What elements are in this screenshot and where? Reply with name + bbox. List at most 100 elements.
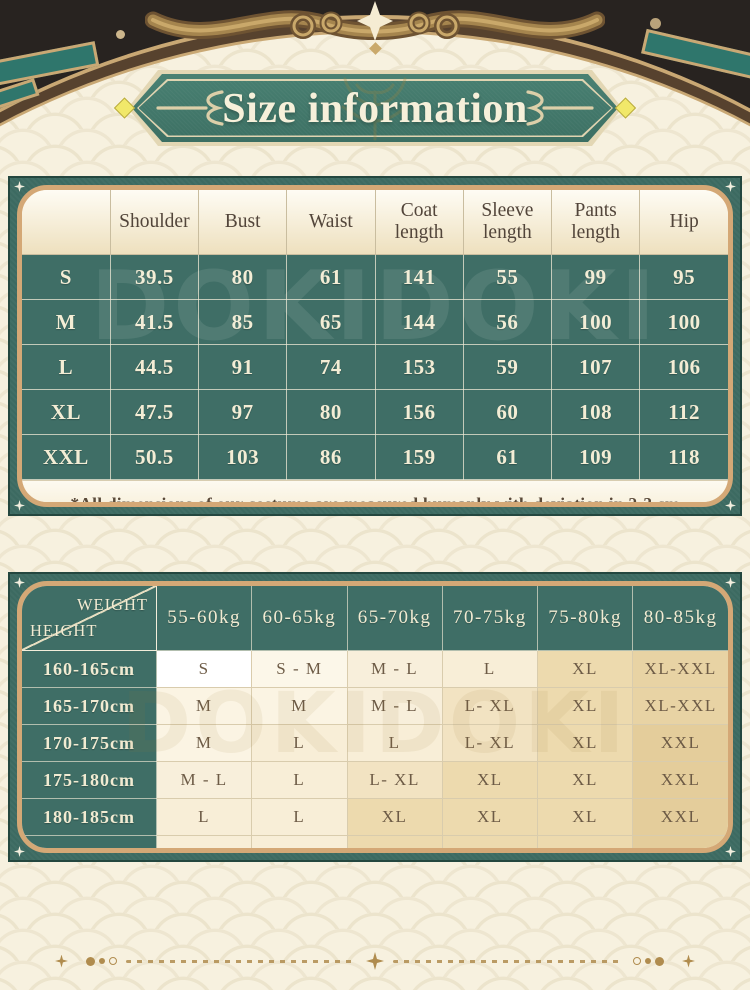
sparkle-icon xyxy=(725,500,736,511)
measurement-cell: 91 xyxy=(197,344,288,390)
measurement-cell: 59 xyxy=(462,344,553,390)
fit-size-cell: XL xyxy=(536,835,634,848)
size-row-header: L xyxy=(22,344,111,390)
measurement-cell: 85 xyxy=(197,299,288,345)
measurement-cell: 103 xyxy=(197,434,288,480)
dot-icon xyxy=(86,956,95,966)
table-row: 180-185cm L L XL XL XL XXL xyxy=(22,798,728,836)
fit-size-cell: XXL xyxy=(632,724,728,762)
dot-icon xyxy=(645,958,651,964)
fit-size-cell: XXL xyxy=(632,835,728,848)
fit-size-cell: L xyxy=(441,650,539,688)
fit-size-cell: L- XL xyxy=(441,724,539,762)
sparkle-icon xyxy=(14,846,25,857)
height-row-header: 175-180cm xyxy=(22,761,157,799)
column-header: Hip xyxy=(639,190,728,255)
fit-size-cell: XXL xyxy=(632,761,728,799)
measurement-note: *All dimensions of our costume are measu… xyxy=(22,480,728,502)
measurement-cell: 47.5 xyxy=(109,389,200,435)
measurement-cell: 86 xyxy=(286,434,376,480)
measurement-cell: 61 xyxy=(462,434,553,480)
table-row: S 39.5 80 61 141 55 99 95 xyxy=(22,254,728,300)
measurement-cell: 141 xyxy=(374,254,464,300)
measurement-cell: 153 xyxy=(374,344,464,390)
ring-icon xyxy=(633,957,641,965)
dot-icon xyxy=(99,958,105,964)
measurement-cell: 41.5 xyxy=(109,299,200,345)
measurement-cell: 65 xyxy=(286,299,376,345)
fit-size-cell: XL xyxy=(441,835,539,848)
measurement-cell: 112 xyxy=(639,389,728,435)
sparkle-icon xyxy=(14,500,25,511)
fit-size-cell: M xyxy=(155,724,253,762)
sparkle-icon xyxy=(725,846,736,857)
fit-size-cell: L xyxy=(251,798,348,836)
measurement-cell: 108 xyxy=(550,389,641,435)
diamond-star-icon xyxy=(682,954,695,968)
dashed-line xyxy=(126,959,357,963)
size-row-header: XL xyxy=(22,389,111,435)
fit-size-cell: M - L xyxy=(346,687,443,725)
column-header: Waist xyxy=(286,190,376,255)
fit-size-cell: XL xyxy=(346,798,443,836)
table-row: 175-180cm M - L L L- XL XL XL XXL xyxy=(22,761,728,799)
measurement-cell: 97 xyxy=(197,389,288,435)
table-row: 185-190cmLLXLXLXLXXL xyxy=(22,835,728,848)
height-weight-card: WEIGHT HEIGHT 55-60kg 60-65kg 65-70kg 70-75kg… xyxy=(17,581,733,853)
weight-column-header: 70-75kg xyxy=(441,586,539,651)
column-header: Bust xyxy=(197,190,288,255)
table-row: 170-175cm M L L L- XL XL XXL xyxy=(22,724,728,762)
size-row-header: S xyxy=(22,254,111,300)
fit-size-cell: L xyxy=(155,835,253,848)
size-row-header: XXL xyxy=(22,434,111,480)
measurement-cell: 107 xyxy=(550,344,641,390)
measurement-cell: 109 xyxy=(550,434,641,480)
emblem-watermark-icon xyxy=(341,77,409,141)
fit-size-cell: XL xyxy=(536,650,634,688)
dashed-line xyxy=(393,959,624,963)
fit-size-cell: XL xyxy=(536,724,634,762)
measurement-cell: 100 xyxy=(550,299,641,345)
measurement-cell: 61 xyxy=(286,254,376,300)
table-row: M 41.5 85 65 144 56 100 100 xyxy=(22,299,728,345)
bottom-divider xyxy=(55,952,695,970)
fit-size-cell: XL-XXL xyxy=(632,687,728,725)
table-row: XXL 50.5 103 86 159 61 109 118 xyxy=(22,434,728,480)
fit-size-cell: XL-XXL xyxy=(632,650,728,688)
fit-size-cell: L- XL xyxy=(346,761,443,799)
ring-icon xyxy=(109,957,117,965)
sparkle-icon xyxy=(725,577,736,588)
measurement-cell: 118 xyxy=(639,434,728,480)
measurement-cell: 99 xyxy=(550,254,641,300)
size-row-header: M xyxy=(22,299,111,345)
fit-size-cell: XL xyxy=(536,798,634,836)
measurement-cell: 55 xyxy=(462,254,553,300)
height-label: HEIGHT xyxy=(30,621,98,640)
weight-label: WEIGHT xyxy=(76,595,148,614)
weight-column-header: 65-70kg xyxy=(346,586,443,651)
size-table: Shoulder Bust Waist Coat length Sleeve lengt… xyxy=(22,190,728,480)
measurement-cell: 74 xyxy=(286,344,376,390)
fit-size-cell: M - L xyxy=(346,650,443,688)
fit-size-cell: XL xyxy=(441,761,539,799)
measurement-cell: 60 xyxy=(462,389,553,435)
scrollwork-ornament-icon xyxy=(145,1,605,55)
title-banner: Size information xyxy=(113,70,637,146)
fit-size-cell: XL xyxy=(441,798,539,836)
weight-column-header: 75-80kg xyxy=(536,586,634,651)
height-row-header: 160-165cm xyxy=(22,650,157,688)
height-weight-table: WEIGHT HEIGHT 55-60kg 60-65kg 65-70kg 70-75kg… xyxy=(22,586,728,848)
banner-arrow-right-icon xyxy=(526,90,594,126)
weight-column-header: 55-60kg xyxy=(155,586,253,651)
measurement-cell: 95 xyxy=(639,254,728,300)
measurement-cell: 159 xyxy=(374,434,464,480)
fit-size-cell: L xyxy=(251,724,348,762)
sparkle-icon xyxy=(14,181,25,192)
fit-size-cell: XL xyxy=(536,761,634,799)
height-row-header: 185-190cm xyxy=(22,835,157,848)
dot-icon xyxy=(655,956,664,966)
arch-dot-right xyxy=(650,18,661,29)
fit-size-cell: XL xyxy=(536,687,634,725)
fit-size-cell: M - L xyxy=(155,761,253,799)
